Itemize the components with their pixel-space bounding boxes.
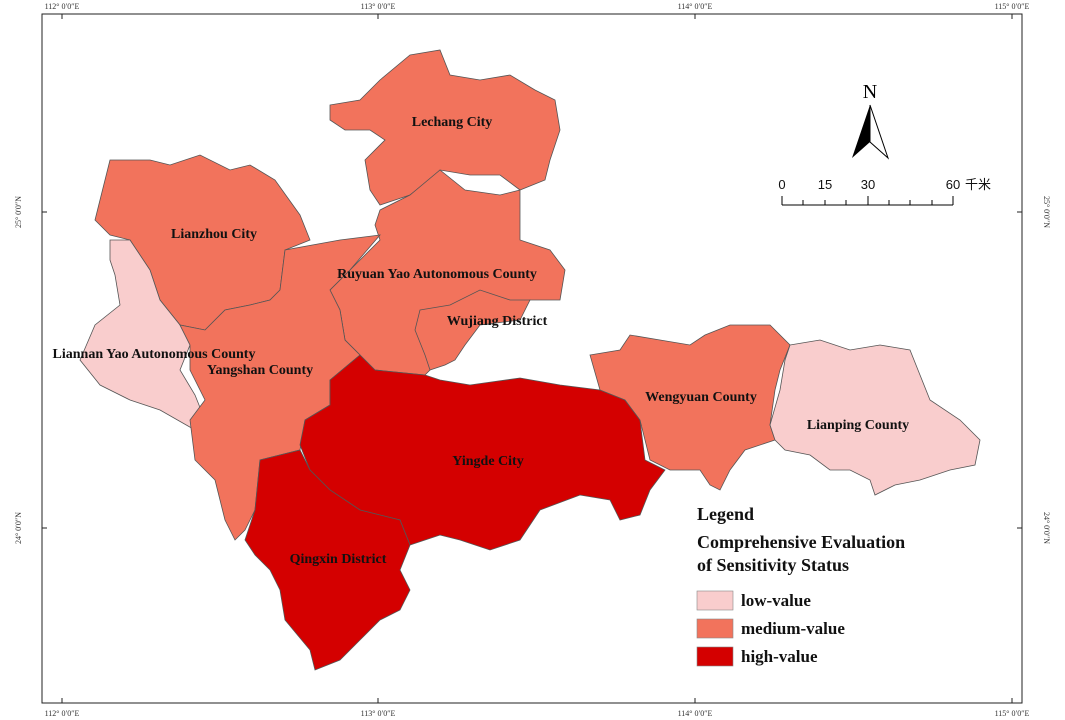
graticule-label: 114° 0′0″E (678, 2, 713, 11)
scale-bar: 0 15 30 60 千米 (778, 177, 991, 206)
scale-unit: 千米 (965, 177, 991, 192)
graticule-label: 113° 0′0″E (361, 709, 396, 718)
region-label: Wengyuan County (645, 390, 757, 405)
region-label: Lianping County (807, 418, 909, 433)
region (414, 289, 531, 371)
north-arrow: N (852, 81, 890, 160)
regions (79, 49, 981, 671)
graticule-label: 25° 0′0″N (1042, 196, 1051, 228)
legend-swatch (696, 618, 734, 639)
legend-title: Legend (697, 504, 754, 524)
region (769, 339, 981, 496)
region-label: Yangshan County (207, 363, 313, 378)
graticule-label: 115° 0′0″E (995, 2, 1030, 11)
graticule-label: 113° 0′0″E (361, 2, 396, 11)
graticule-label: 24° 0′0″N (1042, 512, 1051, 544)
region-label: Qingxin District (290, 552, 387, 567)
north-arrow-right (869, 104, 890, 160)
legend-subtitle: of Sensitivity Status (697, 555, 849, 575)
legend-subtitle: Comprehensive Evaluation (697, 532, 905, 552)
graticule: 112° 0′0″E 113° 0′0″E 114° 0′0″E 115° 0′… (14, 2, 1051, 718)
graticule-label: 25° 0′0″N (14, 196, 23, 228)
region-label: Wujiang District (447, 314, 548, 329)
north-arrow-left (852, 105, 870, 158)
graticule-label: 112° 0′0″E (45, 709, 80, 718)
region-label: Liannan Yao Autonomous County (53, 347, 256, 362)
region-labels: Lechang City Ruyuan Yao Autonomous Count… (53, 115, 910, 567)
region-label: Yingde City (452, 454, 523, 469)
graticule-label: 112° 0′0″E (45, 2, 80, 11)
legend-label: high-value (741, 647, 818, 666)
legend-swatch (696, 590, 734, 611)
scale-bar-line (781, 196, 954, 206)
scale-label: 30 (861, 177, 875, 192)
north-label: N (863, 81, 877, 103)
scale-label: 0 (778, 177, 785, 192)
scale-label: 15 (818, 177, 832, 192)
graticule-label: 115° 0′0″E (995, 709, 1030, 718)
region-label: Ruyuan Yao Autonomous County (337, 267, 537, 282)
legend-label: medium-value (741, 619, 845, 638)
region-label: Lechang City (412, 115, 493, 130)
scale-label: 60 (946, 177, 960, 192)
graticule-ticks (42, 14, 1022, 703)
graticule-label: 114° 0′0″E (678, 709, 713, 718)
graticule-label: 24° 0′0″N (14, 512, 23, 544)
legend-label: low-value (741, 591, 811, 610)
legend: Legend Comprehensive Evaluation of Sensi… (696, 504, 905, 667)
legend-swatch (696, 646, 734, 667)
region-label: Lianzhou City (171, 227, 257, 242)
region (244, 449, 411, 671)
